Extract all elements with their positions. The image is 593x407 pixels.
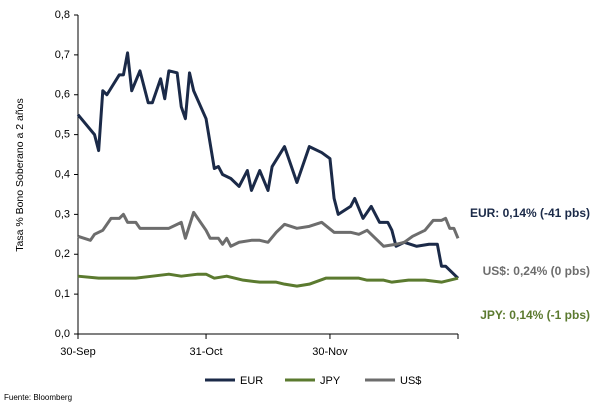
series-line	[76, 51, 460, 280]
y-tick-label: 0,8	[55, 9, 70, 21]
y-tick-label: 0,6	[55, 89, 70, 101]
x-tick-label: 30-Nov	[312, 346, 348, 358]
y-tick-label: 0,1	[55, 288, 70, 300]
y-tick-label: 0,5	[55, 129, 70, 141]
annotation: EUR: 0,14% (-41 pbs)	[470, 206, 590, 220]
legend-label: US$	[400, 375, 421, 387]
series-line	[77, 272, 459, 288]
x-tick-label: 30-Sep	[60, 346, 95, 358]
y-tick-label: 0,3	[55, 208, 70, 220]
series-line	[77, 210, 460, 248]
x-tick-label: 31-Oct	[190, 346, 223, 358]
y-tick-label: 0,7	[55, 49, 70, 61]
legend-label: JPY	[320, 375, 341, 387]
annotation: US$: 0,24% (0 pbs)	[483, 264, 590, 278]
y-tick-label: 0,0	[55, 328, 70, 340]
annotation: JPY: 0,14% (-1 pbs)	[480, 308, 590, 322]
source: Fuente: Bloomberg	[4, 393, 72, 402]
y-tick-label: 0,2	[55, 248, 70, 260]
y-tick-label: 0,4	[55, 168, 70, 180]
legend-label: EUR	[240, 375, 263, 387]
y-axis-label: Tasa % Bono Soberano a 2 años	[14, 98, 26, 252]
